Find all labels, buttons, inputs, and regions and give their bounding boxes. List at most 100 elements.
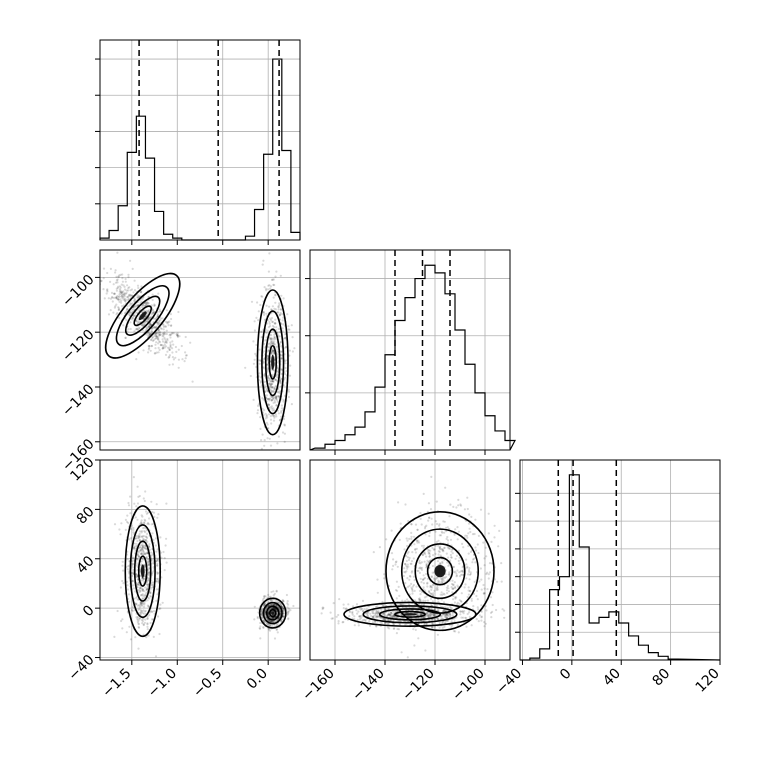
sample-point — [260, 610, 263, 613]
sample-point — [141, 610, 144, 613]
sample-point — [145, 529, 148, 532]
sample-point — [286, 600, 289, 603]
sample-point — [142, 322, 145, 325]
sample-point — [419, 599, 422, 602]
sample-point — [375, 610, 378, 613]
sample-point — [137, 536, 140, 539]
sample-point — [389, 618, 392, 622]
sample-point — [455, 572, 458, 575]
sample-point — [443, 546, 446, 549]
sample-point — [136, 539, 139, 543]
sample-point — [441, 577, 444, 581]
sample-point — [476, 589, 479, 593]
sample-point — [365, 613, 368, 616]
sample-point — [365, 607, 368, 610]
sample-point — [405, 559, 408, 563]
sample-point — [154, 655, 158, 658]
sample-point — [273, 322, 277, 325]
sample-point — [382, 613, 385, 616]
x-tick-label: −100 — [449, 666, 488, 705]
sample-point — [449, 538, 453, 541]
density-level — [362, 605, 458, 624]
sample-point — [122, 295, 125, 298]
sample-point — [106, 271, 109, 275]
sample-point — [256, 404, 260, 407]
sample-point — [491, 603, 494, 607]
sample-point — [170, 317, 173, 321]
sample-point — [271, 617, 275, 620]
sample-point — [448, 573, 451, 576]
sample-point — [474, 561, 477, 564]
sample-point — [257, 310, 260, 313]
sample-point — [271, 337, 274, 340]
sample-point — [260, 336, 263, 339]
sample-point — [157, 331, 160, 335]
sample-point — [143, 321, 146, 324]
sample-point — [280, 368, 283, 371]
sample-point — [142, 558, 145, 561]
sample-point — [359, 615, 362, 618]
sample-point — [148, 309, 151, 312]
sample-point — [156, 321, 159, 324]
sample-point — [107, 297, 110, 300]
sample-point — [406, 585, 410, 589]
sample-point — [426, 599, 429, 602]
sample-point — [321, 606, 324, 609]
sample-point — [272, 283, 275, 286]
sample-point — [134, 305, 137, 308]
sample-point — [470, 599, 473, 602]
sample-point — [383, 617, 386, 621]
sample-point — [383, 614, 386, 617]
sample-point — [273, 336, 277, 339]
sample-point — [148, 323, 151, 326]
sample-point — [117, 298, 120, 301]
sample-point — [429, 549, 432, 552]
sample-point — [144, 490, 147, 493]
sample-point — [278, 462, 280, 464]
sample-point — [286, 612, 289, 615]
sample-point — [468, 569, 471, 572]
sample-point — [272, 397, 275, 401]
sample-point — [271, 397, 274, 400]
sample-point — [135, 537, 138, 540]
sample-point — [382, 612, 385, 615]
sample-point — [263, 604, 266, 607]
sample-point — [468, 570, 471, 573]
sample-point — [283, 423, 286, 426]
sample-point — [261, 407, 264, 410]
sample-point — [279, 308, 283, 311]
sample-point — [145, 551, 148, 555]
sample-point — [115, 296, 118, 299]
sample-point — [487, 577, 490, 580]
sample-point — [273, 283, 276, 287]
sample-point — [440, 581, 443, 584]
sample-point — [249, 374, 252, 378]
sample-point — [143, 590, 146, 593]
sample-point — [438, 523, 441, 526]
sample-point — [282, 323, 285, 326]
sample-point — [281, 598, 284, 602]
sample-point — [118, 295, 121, 298]
sample-point — [384, 607, 387, 610]
sample-point — [141, 535, 144, 538]
sample-point — [159, 607, 162, 610]
sample-point — [137, 608, 140, 611]
sample-point — [471, 608, 474, 611]
sample-point — [150, 554, 153, 557]
sample-point — [427, 615, 430, 619]
sample-point — [122, 290, 125, 293]
sample-point — [443, 593, 446, 596]
sample-point — [119, 290, 122, 293]
sample-point — [252, 398, 255, 401]
sample-point — [406, 563, 409, 566]
sample-point — [261, 599, 264, 603]
sample-point — [417, 539, 420, 542]
sample-point — [466, 496, 469, 499]
sample-point — [476, 543, 479, 546]
sample-point — [418, 601, 421, 604]
sample-point — [166, 322, 169, 325]
sample-point — [359, 608, 362, 611]
sample-point — [127, 293, 131, 296]
sample-point — [424, 533, 427, 536]
sample-point — [140, 285, 143, 288]
